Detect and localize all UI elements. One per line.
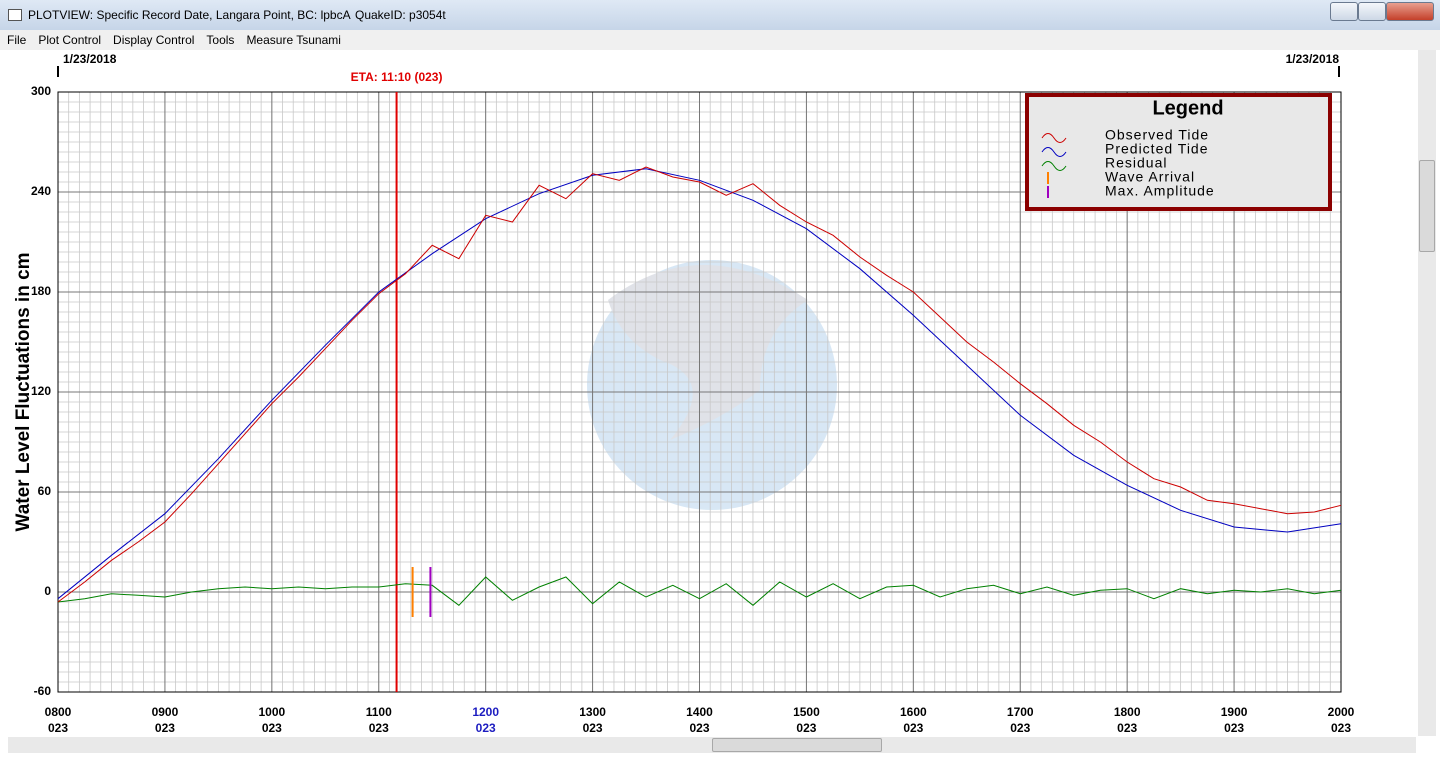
legend-icon (1041, 133, 1067, 143)
y-tick-label: 180 (31, 284, 51, 298)
horizontal-scrollbar[interactable] (8, 737, 1416, 753)
y-tick-label: 300 (31, 84, 51, 98)
x-tick-sublabel: 023 (1117, 721, 1137, 735)
menu-item[interactable]: Plot Control (38, 33, 102, 47)
series-line (57, 166, 1342, 603)
plot: 1/23/2018 1/23/2018 Water Level Fluctuat… (13, 52, 1355, 735)
x-tick-label: 1100 (366, 705, 392, 719)
legend-label: Predicted Tide (1105, 141, 1209, 157)
y-axis-label: Water Level Fluctuations in cm (13, 252, 34, 531)
x-tick-label: 1800 (1114, 705, 1141, 719)
x-tick-label: 1900 (1221, 705, 1248, 719)
x-tick-label: 0900 (152, 705, 179, 719)
x-tick-sublabel: 023 (903, 721, 923, 735)
x-tick-sublabel: 023 (1010, 721, 1030, 735)
date-start: 1/23/2018 (63, 52, 117, 66)
x-tick-sublabel: 023 (796, 721, 816, 735)
x-tick-sublabel: 023 (155, 721, 175, 735)
legend-icon (1041, 147, 1067, 157)
legend-label: Observed Tide (1105, 127, 1209, 143)
x-tick-sublabel: 023 (262, 721, 282, 735)
x-tick-label: 1400 (686, 705, 713, 719)
maximize-button[interactable] (1358, 2, 1386, 21)
x-tick-label: 1700 (1007, 705, 1034, 719)
x-tick-sublabel: 023 (476, 721, 496, 735)
x-tick-sublabel: 023 (369, 721, 389, 735)
date-end: 1/23/2018 (1286, 52, 1340, 66)
x-tick-sublabel: 023 (1224, 721, 1244, 735)
menu-item[interactable]: Measure Tsunami (246, 33, 341, 47)
scroll-thumb[interactable] (712, 738, 882, 752)
menu-item[interactable]: Tools (206, 33, 235, 47)
y-tick-label: 60 (38, 484, 52, 498)
x-tick-label: 1000 (258, 705, 285, 719)
x-tick-sublabel: 023 (689, 721, 709, 735)
y-tick-label: 120 (31, 384, 51, 398)
x-tick-sublabel: 023 (48, 721, 68, 735)
eta-label: ETA: 11:10 (023) (351, 70, 443, 84)
x-tick-label: 1200 (472, 705, 499, 719)
x-tick-label: 0800 (45, 705, 72, 719)
app-icon (8, 9, 22, 21)
minimize-button[interactable] (1330, 2, 1358, 21)
quake-id: QuakeID: p3054t (355, 8, 446, 22)
menu-bar: File Plot Control Display Control Tools Meas… (0, 30, 1440, 50)
scroll-thumb[interactable] (1419, 160, 1435, 252)
x-tick-sublabel: 023 (1331, 721, 1351, 735)
series-line (57, 168, 1342, 600)
legend-label: Max. Amplitude (1105, 183, 1215, 199)
plot-frame (57, 91, 1342, 693)
x-tick-sublabel: 023 (583, 721, 603, 735)
title-bar: PLOTVIEW: Specific Record Date, Langara … (0, 0, 1440, 30)
y-tick-label: 0 (44, 584, 51, 598)
grid (57, 91, 1342, 693)
legend-icon (1041, 161, 1067, 171)
legend-label: Residual (1105, 155, 1167, 171)
vertical-scrollbar[interactable] (1418, 50, 1436, 736)
x-tick-label: 1300 (579, 705, 606, 719)
series-line (57, 576, 1342, 606)
legend-label: Wave Arrival (1105, 169, 1195, 185)
window-title: PLOTVIEW: Specific Record Date, Langara … (28, 8, 351, 22)
y-tick-label: -60 (34, 684, 52, 698)
menu-item[interactable]: Display Control (113, 33, 195, 47)
x-tick-label: 1600 (900, 705, 927, 719)
x-tick-label: 2000 (1328, 705, 1355, 719)
close-button[interactable] (1386, 2, 1434, 21)
x-tick-label: 1500 (793, 705, 820, 719)
y-tick-label: 240 (31, 184, 51, 198)
menu-item[interactable]: File (7, 33, 27, 47)
legend-title: Legend (1152, 97, 1223, 119)
